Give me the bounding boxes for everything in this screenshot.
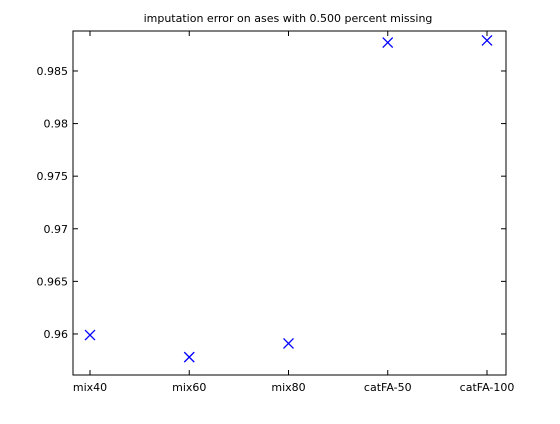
data-point xyxy=(283,337,294,349)
y-tick-label: 0.965 xyxy=(37,275,69,288)
x-marker-stroke xyxy=(84,329,96,341)
y-tick-label: 0.975 xyxy=(37,170,69,183)
x-tick-label: mix40 xyxy=(73,381,107,394)
x-marker-stroke xyxy=(183,351,195,363)
data-point xyxy=(84,329,96,341)
x-tick-label: catFA-100 xyxy=(460,381,515,394)
y-tick-label: 0.98 xyxy=(44,118,69,131)
data-point xyxy=(183,351,195,363)
data-point xyxy=(382,37,394,49)
y-tick-label: 0.97 xyxy=(44,223,69,236)
x-tick-label: mix60 xyxy=(172,381,206,394)
y-tick-label: 0.96 xyxy=(44,328,69,341)
chart-title: imputation error on ases with 0.500 perc… xyxy=(144,12,433,25)
x-marker-stroke xyxy=(481,35,493,46)
x-tick-label: catFA-50 xyxy=(364,381,412,394)
data-point xyxy=(481,35,493,46)
plot-frame xyxy=(72,30,507,376)
y-tick-label: 0.985 xyxy=(37,65,69,78)
x-marker-stroke xyxy=(382,37,394,49)
x-marker-stroke xyxy=(283,337,294,349)
x-tick-label: mix80 xyxy=(271,381,305,394)
